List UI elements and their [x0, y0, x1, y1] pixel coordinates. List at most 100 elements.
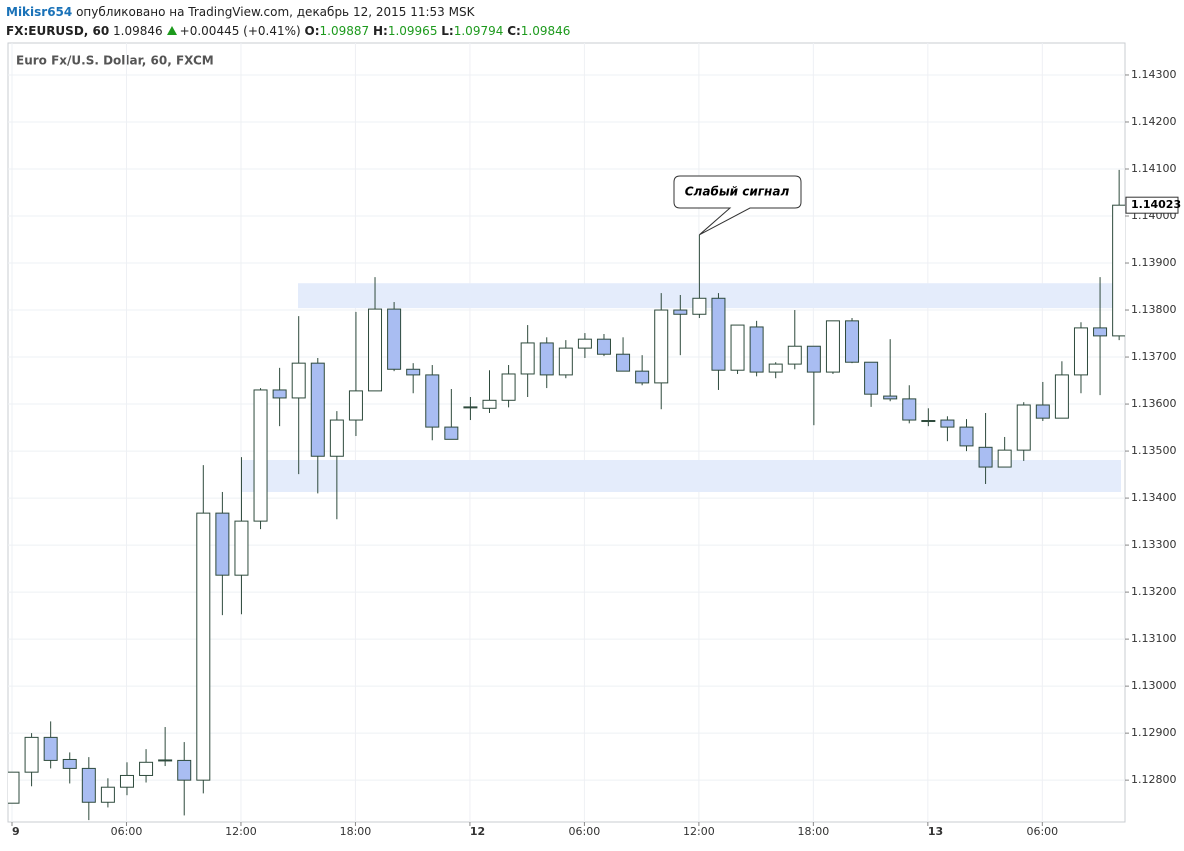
candle-body	[864, 361, 879, 395]
candle-body	[62, 758, 77, 769]
candle-body	[8, 771, 20, 804]
header-line-2: FX:EURUSD, 60 1.09846 +0.00445 (+0.41%) O…	[6, 22, 570, 41]
candle-body	[387, 308, 402, 370]
ohlc-value: 1.09965	[387, 24, 438, 38]
candle-body	[730, 324, 745, 371]
ohlc-label: H:	[372, 24, 388, 38]
header-line-1: Mikisr654 опубликовано на TradingView.co…	[6, 3, 570, 22]
candle-body	[1016, 404, 1031, 451]
ohlc-label: L:	[441, 24, 454, 38]
candle-body	[119, 774, 134, 788]
last-price: 1.09846	[113, 24, 163, 38]
up-arrow	[166, 26, 177, 35]
x-tick-label: 18:00	[340, 825, 372, 838]
y-tick-label: 1.13800	[1131, 303, 1177, 316]
candle-body	[558, 347, 573, 376]
x-tick-label: 06:00	[1026, 825, 1058, 838]
plot-frame	[7, 42, 1126, 823]
published: опубликовано на TradingView.com, декабрь…	[76, 5, 475, 19]
y-tick-label: 1.13300	[1131, 538, 1177, 551]
chart-title: Euro Fx/U.S. Dollar, 60, FXCM	[16, 54, 214, 68]
ohlc-label: O:	[304, 24, 320, 38]
candle-body	[444, 426, 459, 440]
candle-body	[501, 373, 516, 401]
header: Mikisr654 опубликовано на TradingView.co…	[6, 3, 570, 41]
candle-body	[959, 426, 974, 447]
candle-body	[902, 398, 917, 421]
candle-body	[81, 767, 96, 803]
candle-body	[482, 399, 497, 409]
plot-area	[8, 43, 1125, 822]
candle-body	[539, 342, 554, 376]
ohlc-value: 1.09794	[453, 24, 504, 38]
ohlc-value: 1.09846	[520, 24, 571, 38]
y-tick-label: 1.12900	[1131, 726, 1177, 739]
candle-body	[253, 389, 268, 522]
last-price-label: 1.14023	[1131, 198, 1181, 211]
y-tick-label: 1.13000	[1131, 679, 1177, 692]
candle-body	[616, 353, 631, 372]
candle-body	[978, 446, 993, 468]
candle-body	[100, 786, 115, 803]
candle-body	[43, 736, 58, 761]
y-tick-label: 1.13200	[1131, 585, 1177, 598]
candle-body	[158, 759, 173, 762]
ohlc: O:1.09887 H:1.09965 L:1.09794 C:1.09846	[305, 24, 571, 38]
candle-body	[1073, 327, 1088, 376]
candle-body	[520, 342, 535, 375]
x-tick-label: 12:00	[683, 825, 715, 838]
candle-body	[825, 320, 840, 373]
candle-body	[406, 368, 421, 376]
symbol: FX:EURUSD, 60	[6, 24, 110, 38]
candle-body	[749, 326, 764, 373]
change: +0.00445 (+0.41%)	[179, 24, 301, 38]
candle-body	[24, 736, 39, 773]
candle-body	[177, 759, 192, 781]
candle-body	[787, 345, 802, 365]
candle-body	[997, 449, 1012, 468]
candle-body	[883, 395, 898, 400]
zone	[241, 460, 1121, 492]
annotation: Слабый сигнал	[685, 185, 790, 199]
x-tick-label: 18:00	[798, 825, 830, 838]
x-tick-label: 12:00	[225, 825, 257, 838]
candle-body	[768, 363, 783, 373]
x-tick-label: 06:00	[569, 825, 601, 838]
x-tick-label: 12	[470, 825, 485, 838]
user-name[interactable]: Mikisr654	[6, 5, 73, 19]
candle-body	[1054, 374, 1069, 419]
candle-body	[635, 370, 650, 384]
candle-body	[673, 309, 688, 315]
x-tick-label: 13	[928, 825, 943, 838]
candle-body	[921, 420, 936, 423]
candle-body	[1093, 327, 1108, 337]
candle-body	[139, 761, 154, 776]
candle-body	[310, 362, 325, 457]
candle-body	[596, 338, 611, 355]
candle-body	[215, 512, 230, 576]
candle-body	[291, 362, 306, 399]
candle-body	[348, 390, 363, 421]
candle-body	[463, 406, 478, 409]
candle-body	[272, 389, 287, 399]
y-tick-label: 1.14100	[1131, 162, 1177, 175]
candle-body	[425, 374, 440, 428]
y-tick-label: 1.13600	[1131, 397, 1177, 410]
candle-body	[1035, 404, 1050, 419]
y-tick-label: 1.13700	[1131, 350, 1177, 363]
y-tick-label: 1.13500	[1131, 444, 1177, 457]
callout	[673, 175, 802, 236]
y-tick-label: 1.14200	[1131, 115, 1177, 128]
candle-body	[329, 419, 344, 457]
y-tick-label: 1.14300	[1131, 68, 1177, 81]
ohlc-value: 1.09887	[319, 24, 370, 38]
ohlc-label: C:	[507, 24, 521, 38]
x-tick-label: 06:00	[111, 825, 143, 838]
y-tick-label: 1.13400	[1131, 491, 1177, 504]
candle-body	[692, 297, 707, 315]
zone	[298, 283, 1121, 309]
candle-body	[940, 419, 955, 428]
candle-body	[368, 308, 383, 392]
